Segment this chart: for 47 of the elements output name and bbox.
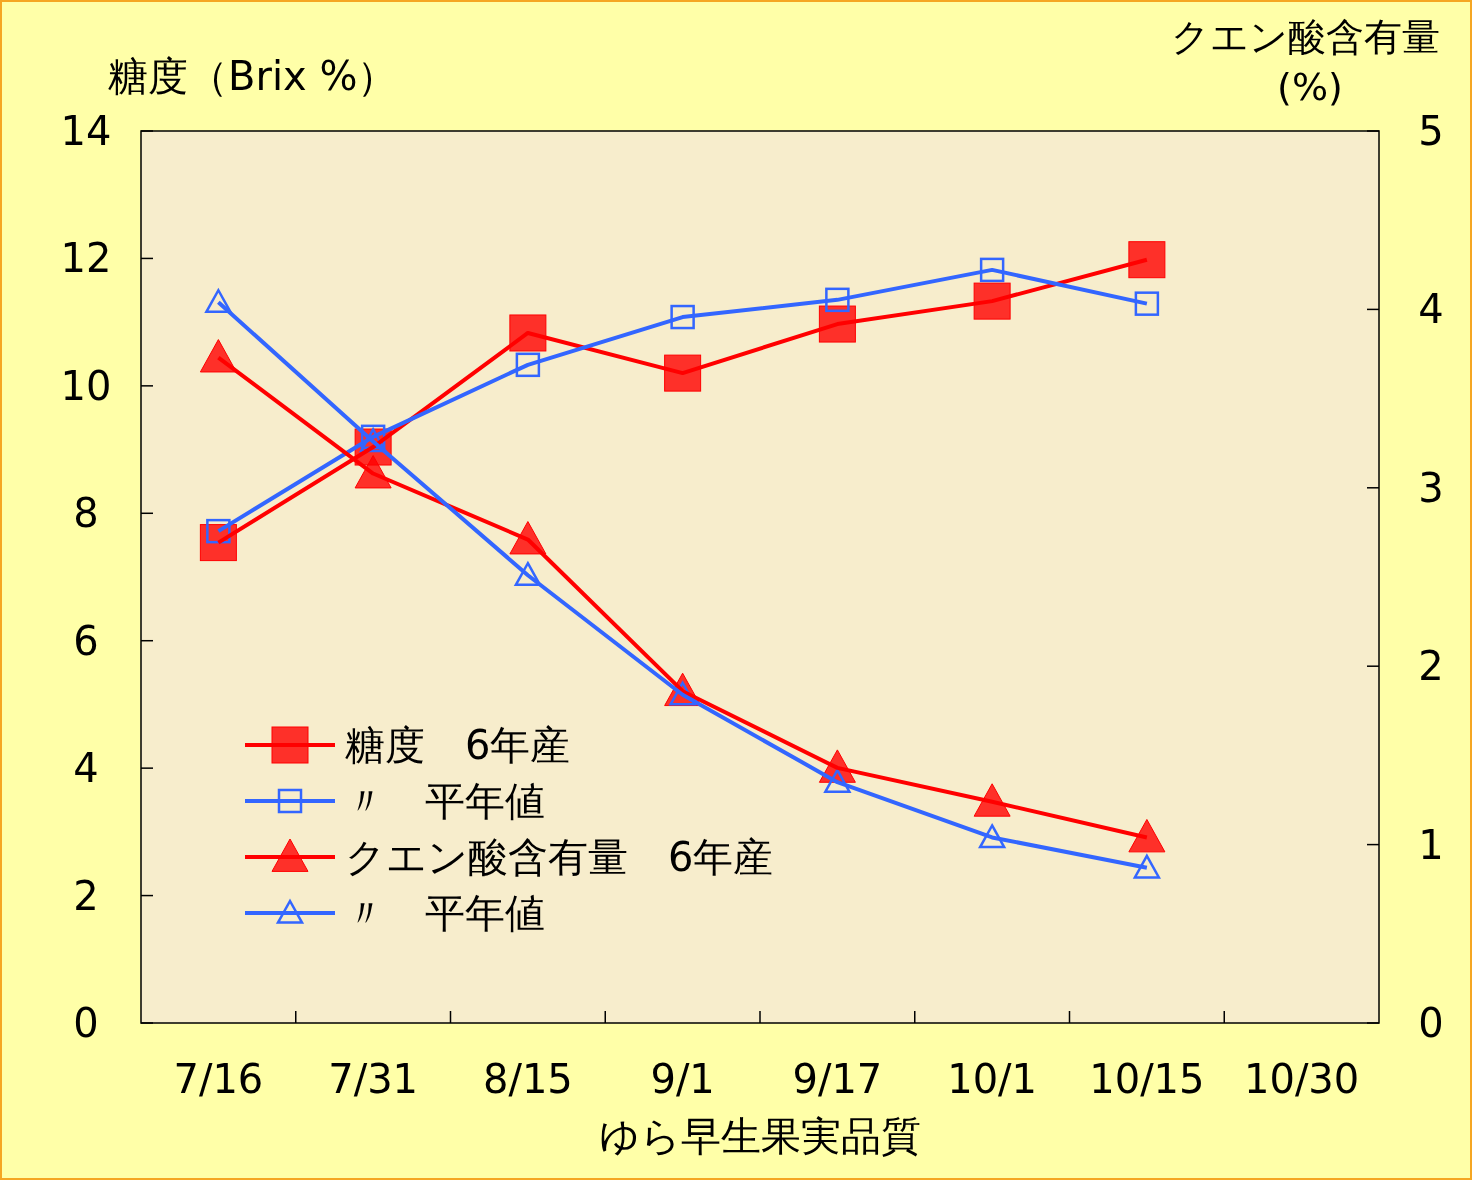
point — [664, 354, 702, 392]
legend-label: 糖度 6年産 — [345, 722, 571, 768]
y-tick-label: 6 — [73, 617, 99, 664]
point — [1128, 241, 1166, 279]
legend-label: クエン酸含有量 6年産 — [345, 834, 774, 880]
y-tick-label: 4 — [73, 745, 99, 792]
x-tick-label: 10/1 — [947, 1056, 1038, 1102]
y2-tick-label: 1 — [1418, 821, 1444, 868]
point — [1134, 291, 1160, 316]
y-tick-label: 10 — [60, 362, 112, 409]
point — [199, 339, 237, 373]
point — [514, 561, 542, 587]
x-tick-label: 9/1 — [650, 1056, 715, 1102]
point — [354, 455, 392, 489]
x-tick-label: 9/17 — [792, 1056, 883, 1102]
x-tick-label: 8/15 — [482, 1056, 573, 1102]
legend-label: 〃 平年値 — [345, 890, 545, 936]
y-axis-title: 糖度（Brix %） — [108, 53, 398, 99]
x-tick-label: 7/31 — [328, 1056, 419, 1102]
x-tick-label: 7/16 — [173, 1056, 264, 1102]
y-tick-label: 0 — [73, 1000, 99, 1046]
y2-axis-title: クエン酸含有量 (%) — [1171, 15, 1440, 109]
y-tick-label: 8 — [73, 490, 99, 537]
point — [973, 282, 1011, 320]
point — [825, 287, 850, 313]
point — [978, 824, 1006, 849]
legend-label: 〃 平年値 — [345, 778, 545, 824]
x-tick-label: 10/30 — [1243, 1056, 1360, 1102]
point — [515, 352, 541, 378]
point — [979, 257, 1005, 283]
y-tick-label: 14 — [60, 108, 112, 154]
y2-tick-label: 3 — [1418, 464, 1444, 511]
point — [509, 314, 547, 352]
y-tick-label: 12 — [60, 235, 112, 282]
y2-tick-label: 0 — [1418, 1000, 1444, 1046]
x-tick-label: 10/15 — [1089, 1056, 1205, 1102]
y2-tick-label: 5 — [1418, 108, 1444, 154]
y2-tick-label: 4 — [1418, 286, 1444, 333]
y-tick-label: 2 — [73, 872, 99, 919]
y2-tick-label: 2 — [1418, 643, 1444, 690]
point — [670, 304, 695, 330]
point — [973, 783, 1011, 817]
point — [205, 289, 232, 314]
x-axis-title: ゆら早生果実品質 — [599, 1113, 921, 1159]
point — [824, 768, 851, 794]
point — [1133, 854, 1161, 879]
point — [1128, 818, 1166, 853]
